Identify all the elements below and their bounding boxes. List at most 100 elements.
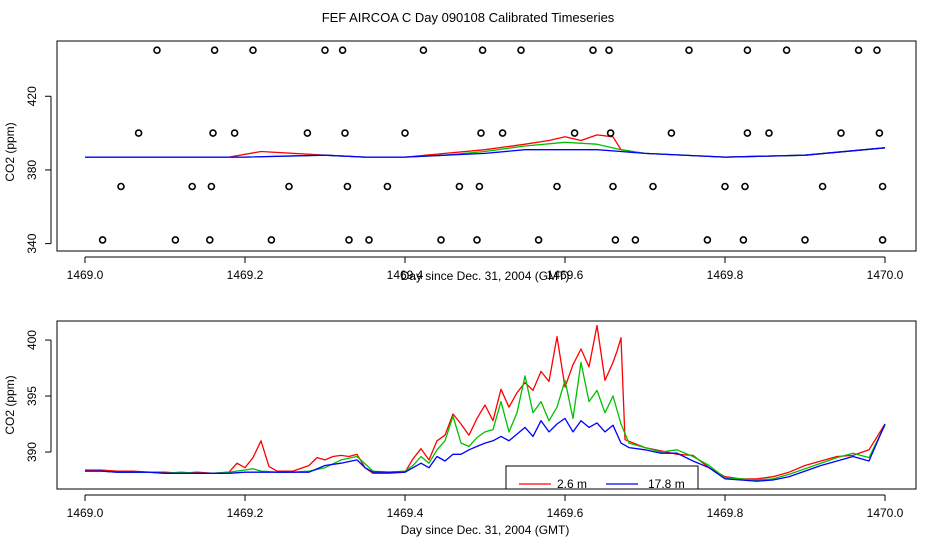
calibration-marker (153, 46, 161, 55)
calibration-marker (473, 236, 481, 244)
x-tick-label: 1469.0 (67, 268, 104, 282)
calibration-marker (188, 182, 196, 191)
calibration-marker (667, 129, 676, 137)
calibration-marker (171, 236, 180, 244)
calibration-marker (249, 46, 257, 55)
y-tick-label: 420 (25, 86, 39, 106)
y-tick-label: 340 (25, 233, 39, 253)
calibration-marker (534, 236, 543, 244)
calibration-marker (345, 236, 353, 244)
calibration-marker (606, 129, 615, 137)
calibration-marker (341, 129, 349, 137)
calibration-marker (383, 182, 392, 191)
calibration-marker (498, 129, 507, 137)
top-panel: 1469.0 1469.2 1469.4 1469.6 1469.8 1470.0 340… (3, 40, 917, 283)
calibration-marker (210, 46, 219, 55)
y-tick-label: 380 (25, 160, 39, 180)
calibration-marker (873, 46, 881, 55)
calibration-marker (801, 236, 809, 244)
series-line-2-6-m (85, 324, 886, 480)
x-tick-label: 1469.4 (387, 268, 424, 282)
calibration-marker (631, 236, 640, 244)
legend-label-2-6m: 2.6 m (557, 477, 587, 491)
calibration-marker (818, 182, 827, 191)
calibration-marker (649, 182, 657, 191)
calibration-marker (343, 182, 352, 191)
calibration-marker (765, 129, 773, 137)
x-tick-label: 1469.6 (547, 268, 584, 282)
legend-box (505, 465, 699, 490)
calibration-marker (743, 129, 752, 137)
bottom-x-ticks: 1469.0 1469.2 1469.4 1469.6 1469.8 1470.0 (67, 494, 904, 520)
calibration-marker (685, 46, 693, 55)
y-tick-label: 390 (25, 442, 39, 462)
calibration-marker (209, 129, 217, 137)
calibration-marker (743, 46, 752, 55)
top-y-axis-label: CO2 (ppm) (3, 122, 17, 181)
calibration-marker (478, 46, 487, 55)
calibration-marker (267, 236, 276, 244)
calibration-marker (437, 236, 445, 244)
bottom-panel: 1469.0 1469.2 1469.4 1469.6 1469.8 1470.0 390… (3, 320, 917, 537)
calibration-marker (321, 46, 329, 55)
calibration-marker (854, 46, 863, 55)
y-tick-label: 400 (25, 330, 39, 350)
x-tick-label: 1469.8 (707, 506, 744, 520)
calibration-marker (837, 129, 845, 137)
x-tick-label: 1470.0 (867, 268, 904, 282)
top-y-ticks: 340 380 420 (25, 86, 52, 254)
calibration-marker (207, 182, 216, 191)
x-tick-label: 1469.2 (227, 506, 264, 520)
calibration-marker (365, 236, 373, 244)
calibration-marker (611, 236, 620, 244)
calibration-marker (230, 129, 239, 137)
calibration-marker (875, 129, 884, 137)
calibration-marker (878, 182, 887, 191)
calibration-marker (303, 129, 312, 137)
x-tick-label: 1470.0 (867, 506, 904, 520)
calibration-marker (455, 182, 464, 191)
x-tick-label: 1469.6 (547, 506, 584, 520)
top-plot-frame (56, 40, 917, 252)
bottom-x-axis-label: Day since Dec. 31, 2004 (GMT) (401, 523, 570, 537)
calibration-marker (206, 236, 214, 244)
calibration-marker (878, 236, 887, 244)
calibration-marker (721, 182, 729, 191)
x-tick-label: 1469.4 (387, 506, 424, 520)
series-line-17-8-m (85, 417, 886, 482)
series-line-17-8-m (85, 147, 886, 158)
series-line-green (85, 361, 886, 481)
y-tick-label: 395 (25, 386, 39, 406)
calibration-marker (553, 182, 561, 191)
calibration-marker (703, 236, 712, 244)
x-tick-label: 1469.8 (707, 268, 744, 282)
bottom-y-ticks: 390 395 400 (25, 330, 52, 462)
legend-label-17-8m: 17.8 m (648, 477, 685, 491)
bottom-plot-frame (56, 320, 917, 490)
calibration-marker (782, 46, 791, 55)
x-tick-label: 1469.0 (67, 506, 104, 520)
calibration-marker (419, 46, 428, 55)
calibration-marker (285, 182, 293, 191)
calibration-marker (338, 46, 347, 55)
calibration-marker (401, 129, 409, 137)
legend: 2.6 m 17.8 m (505, 465, 699, 491)
calibration-marker (134, 129, 143, 137)
calibration-marker (98, 236, 107, 244)
calibration-marker (517, 46, 525, 55)
top-calibration-markers (98, 46, 887, 244)
calibration-marker (741, 182, 749, 191)
calibration-marker (589, 46, 597, 55)
top-x-axis-label: Day since Dec. 31, 2004 (GMT) (401, 269, 570, 283)
bottom-series (85, 324, 886, 482)
calibration-marker (605, 46, 613, 55)
calibration-marker (475, 182, 484, 191)
bottom-y-axis-label: CO2 (ppm) (3, 375, 17, 434)
x-tick-label: 1469.2 (227, 268, 264, 282)
calibration-marker (477, 129, 485, 137)
calibration-marker (570, 129, 579, 137)
top-series (85, 134, 886, 158)
calibration-marker (609, 182, 617, 191)
top-x-ticks: 1469.0 1469.2 1469.4 1469.6 1469.8 1470.0 (67, 256, 904, 282)
